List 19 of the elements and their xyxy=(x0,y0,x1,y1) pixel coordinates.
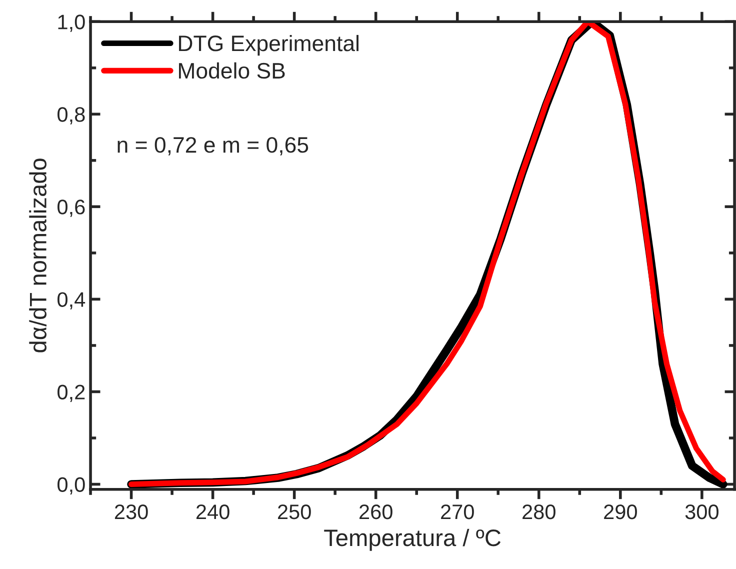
y-tick-label: 0,6 xyxy=(58,200,85,217)
y-tick-label: 0,0 xyxy=(58,477,85,494)
x-tick-label: 230 xyxy=(114,504,148,520)
x-axis-title: Temperatura / ºC xyxy=(324,528,501,551)
x-tick-label: 290 xyxy=(604,504,637,520)
y-tick-label: 0,8 xyxy=(58,107,85,124)
legend-label: DTG Experimental xyxy=(179,34,358,56)
y-axis-title: dα/dT normalizado xyxy=(29,158,46,352)
y-tick-label: 1,0 xyxy=(58,14,85,32)
x-tick-label: 260 xyxy=(360,504,392,520)
x-tick-label: 280 xyxy=(522,504,556,520)
x-tick-label: 250 xyxy=(278,504,311,520)
legend-label: Modelo SB xyxy=(179,62,285,79)
x-tick-label: 270 xyxy=(441,504,474,520)
x-tick-label: 300 xyxy=(685,504,718,520)
x-tick-label: 240 xyxy=(196,504,230,520)
y-tick-label: 0,4 xyxy=(58,292,86,310)
y-tick-label: 0,2 xyxy=(58,384,85,402)
annotation: n = 0,72 e m = 0,65 xyxy=(118,137,308,156)
